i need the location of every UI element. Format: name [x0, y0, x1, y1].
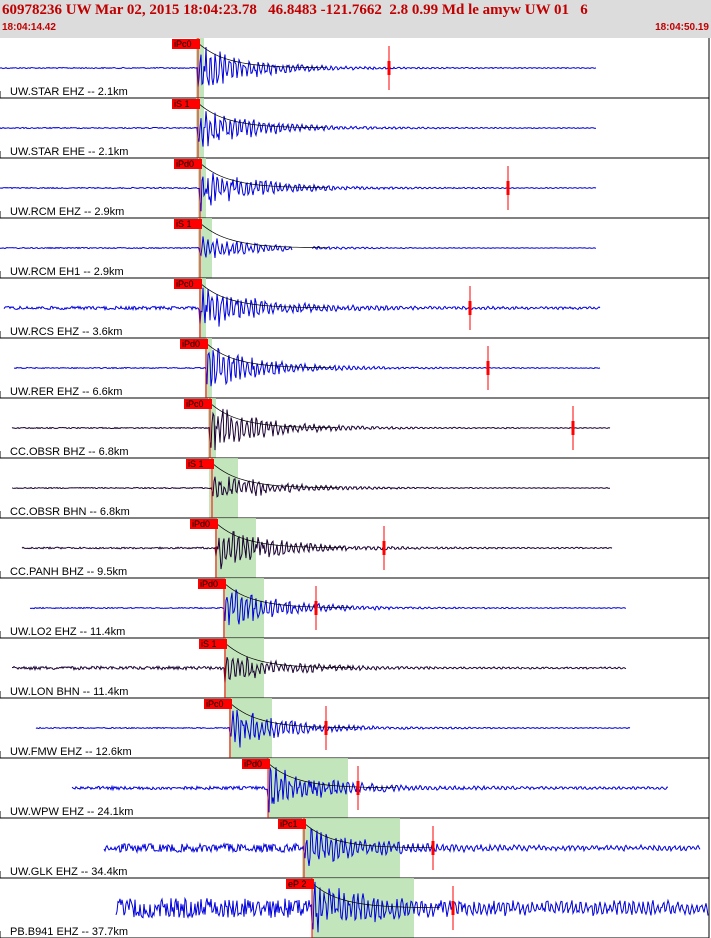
pick-label: iPc0: [174, 39, 192, 49]
start-time-label: 18:04:14.42: [2, 22, 56, 33]
pick-flag[interactable]: [172, 99, 200, 109]
amplitude-marker[interactable]: [314, 601, 318, 615]
amplitude-marker[interactable]: [451, 901, 455, 915]
pick-label: iPd0: [244, 759, 262, 769]
pick-flag[interactable]: [242, 759, 270, 769]
station-label: UW.FMW EHZ -- 12.6km: [10, 746, 132, 758]
pick-label: iS 1: [188, 459, 204, 469]
station-label: UW.RCM EH1 -- 2.9km: [10, 266, 124, 278]
pick-flag[interactable]: [186, 459, 214, 469]
waveform-trace[interactable]: [11, 656, 627, 684]
pick-label: iPd0: [200, 579, 218, 589]
pick-label: iPd0: [182, 339, 200, 349]
phase-window: [205, 338, 212, 398]
pick-flag[interactable]: [278, 819, 306, 829]
coda-decay-curve: [199, 222, 328, 249]
coda-decay-curve: [223, 582, 352, 609]
waveform-trace[interactable]: [0, 46, 597, 88]
amplitude-marker[interactable]: [324, 721, 328, 735]
pick-flag[interactable]: [180, 339, 208, 349]
waveform-trace[interactable]: [11, 476, 611, 498]
station-label: UW.RCM EHZ -- 2.9km: [10, 206, 124, 218]
station-label: UW.WPW EHZ -- 24.1km: [10, 806, 133, 818]
phase-window: [302, 818, 400, 878]
station-label: UW.GLK EHZ -- 34.4km: [10, 866, 127, 878]
pick-flag[interactable]: [199, 639, 227, 649]
coda-decay-curve: [211, 462, 340, 489]
amplitude-marker[interactable]: [356, 781, 360, 795]
station-label: UW.RCS EHZ -- 3.6km: [10, 326, 122, 338]
end-time-label: 18:04:50.19: [655, 22, 709, 33]
amplitude-marker[interactable]: [431, 841, 435, 855]
event-title: 60978236 UW Mar 02, 2015 18:04:23.78 46.…: [2, 2, 588, 18]
coda-decay-curve: [215, 522, 344, 549]
waveform-trace[interactable]: [35, 709, 631, 748]
waveform-trace[interactable]: [0, 111, 597, 147]
station-label: CC.OBSR BHZ -- 6.8km: [10, 446, 129, 458]
amplitude-marker[interactable]: [571, 421, 575, 435]
waveform-trace[interactable]: [0, 236, 597, 258]
amplitude-marker[interactable]: [387, 61, 391, 75]
pick-label: iPd0: [192, 519, 210, 529]
pick-flag[interactable]: [198, 579, 226, 589]
station-label: CC.PANH BHZ -- 9.5km: [10, 566, 127, 578]
amplitude-marker[interactable]: [486, 361, 490, 375]
amplitude-marker[interactable]: [382, 541, 386, 555]
waveform-trace[interactable]: [103, 827, 701, 866]
coda-decay-curve: [311, 882, 440, 909]
waveform-trace[interactable]: [115, 881, 709, 933]
station-label: PB.B941 EHZ -- 37.7km: [10, 926, 128, 938]
coda-decay-curve: [197, 42, 326, 69]
coda-decay-curve: [205, 342, 334, 369]
station-label: UW.STAR EHZ -- 2.1km: [10, 86, 128, 98]
event-header: 60978236 UW Mar 02, 2015 18:04:23.78 46.…: [0, 0, 711, 38]
waveform-trace[interactable]: [21, 531, 613, 570]
pick-label: iS 1: [176, 219, 192, 229]
pick-flag[interactable]: [184, 399, 212, 409]
waveform-trace[interactable]: [3, 287, 601, 327]
coda-decay-curve: [199, 162, 328, 189]
pick-flag[interactable]: [286, 879, 314, 889]
pick-label: iPc1: [280, 819, 298, 829]
waveform-trace[interactable]: [11, 408, 611, 451]
phase-window: [198, 218, 212, 278]
coda-decay-curve: [199, 282, 328, 309]
pick-flag[interactable]: [174, 219, 202, 229]
pick-label: iPc0: [176, 279, 194, 289]
pick-label: iPc0: [186, 399, 204, 409]
coda-decay-curve: [197, 102, 326, 129]
pick-flag[interactable]: [190, 519, 218, 529]
waveform-trace[interactable]: [71, 767, 668, 813]
coda-decay-curve: [303, 822, 432, 849]
station-label: UW.LO2 EHZ -- 11.4km: [10, 626, 125, 638]
coda-decay-curve: [229, 702, 358, 729]
pick-flag[interactable]: [174, 279, 202, 289]
station-label: UW.LON BHN -- 11.4km: [10, 686, 128, 698]
amplitude-marker[interactable]: [506, 181, 510, 195]
pick-label: iS 1: [174, 99, 190, 109]
waveform-trace[interactable]: [0, 173, 597, 212]
pick-label: iPd0: [176, 159, 194, 169]
amplitude-marker[interactable]: [468, 301, 472, 315]
coda-decay-curve: [209, 402, 338, 429]
station-label: UW.STAR EHE -- 2.1km: [10, 146, 128, 158]
coda-decay-curve: [224, 642, 353, 669]
pick-flag[interactable]: [204, 699, 232, 709]
pick-label: eP 2: [288, 879, 306, 889]
phase-window: [224, 638, 264, 698]
pick-flag[interactable]: [174, 159, 202, 169]
waveform-trace[interactable]: [29, 589, 627, 626]
pick-label: iPc0: [206, 699, 224, 709]
pick-flag[interactable]: [172, 39, 200, 49]
seismogram-panel[interactable]: iPc0 UW.STAR EHZ -- 2.1km iS 1 UW.STAR EHE …: [0, 38, 711, 938]
phase-window: [312, 878, 414, 938]
station-label: UW.RER EHZ -- 6.6km: [10, 386, 122, 398]
coda-decay-curve: [267, 762, 396, 789]
station-label: CC.OBSR BHN -- 6.8km: [10, 506, 130, 518]
pick-label: iS 1: [201, 639, 217, 649]
